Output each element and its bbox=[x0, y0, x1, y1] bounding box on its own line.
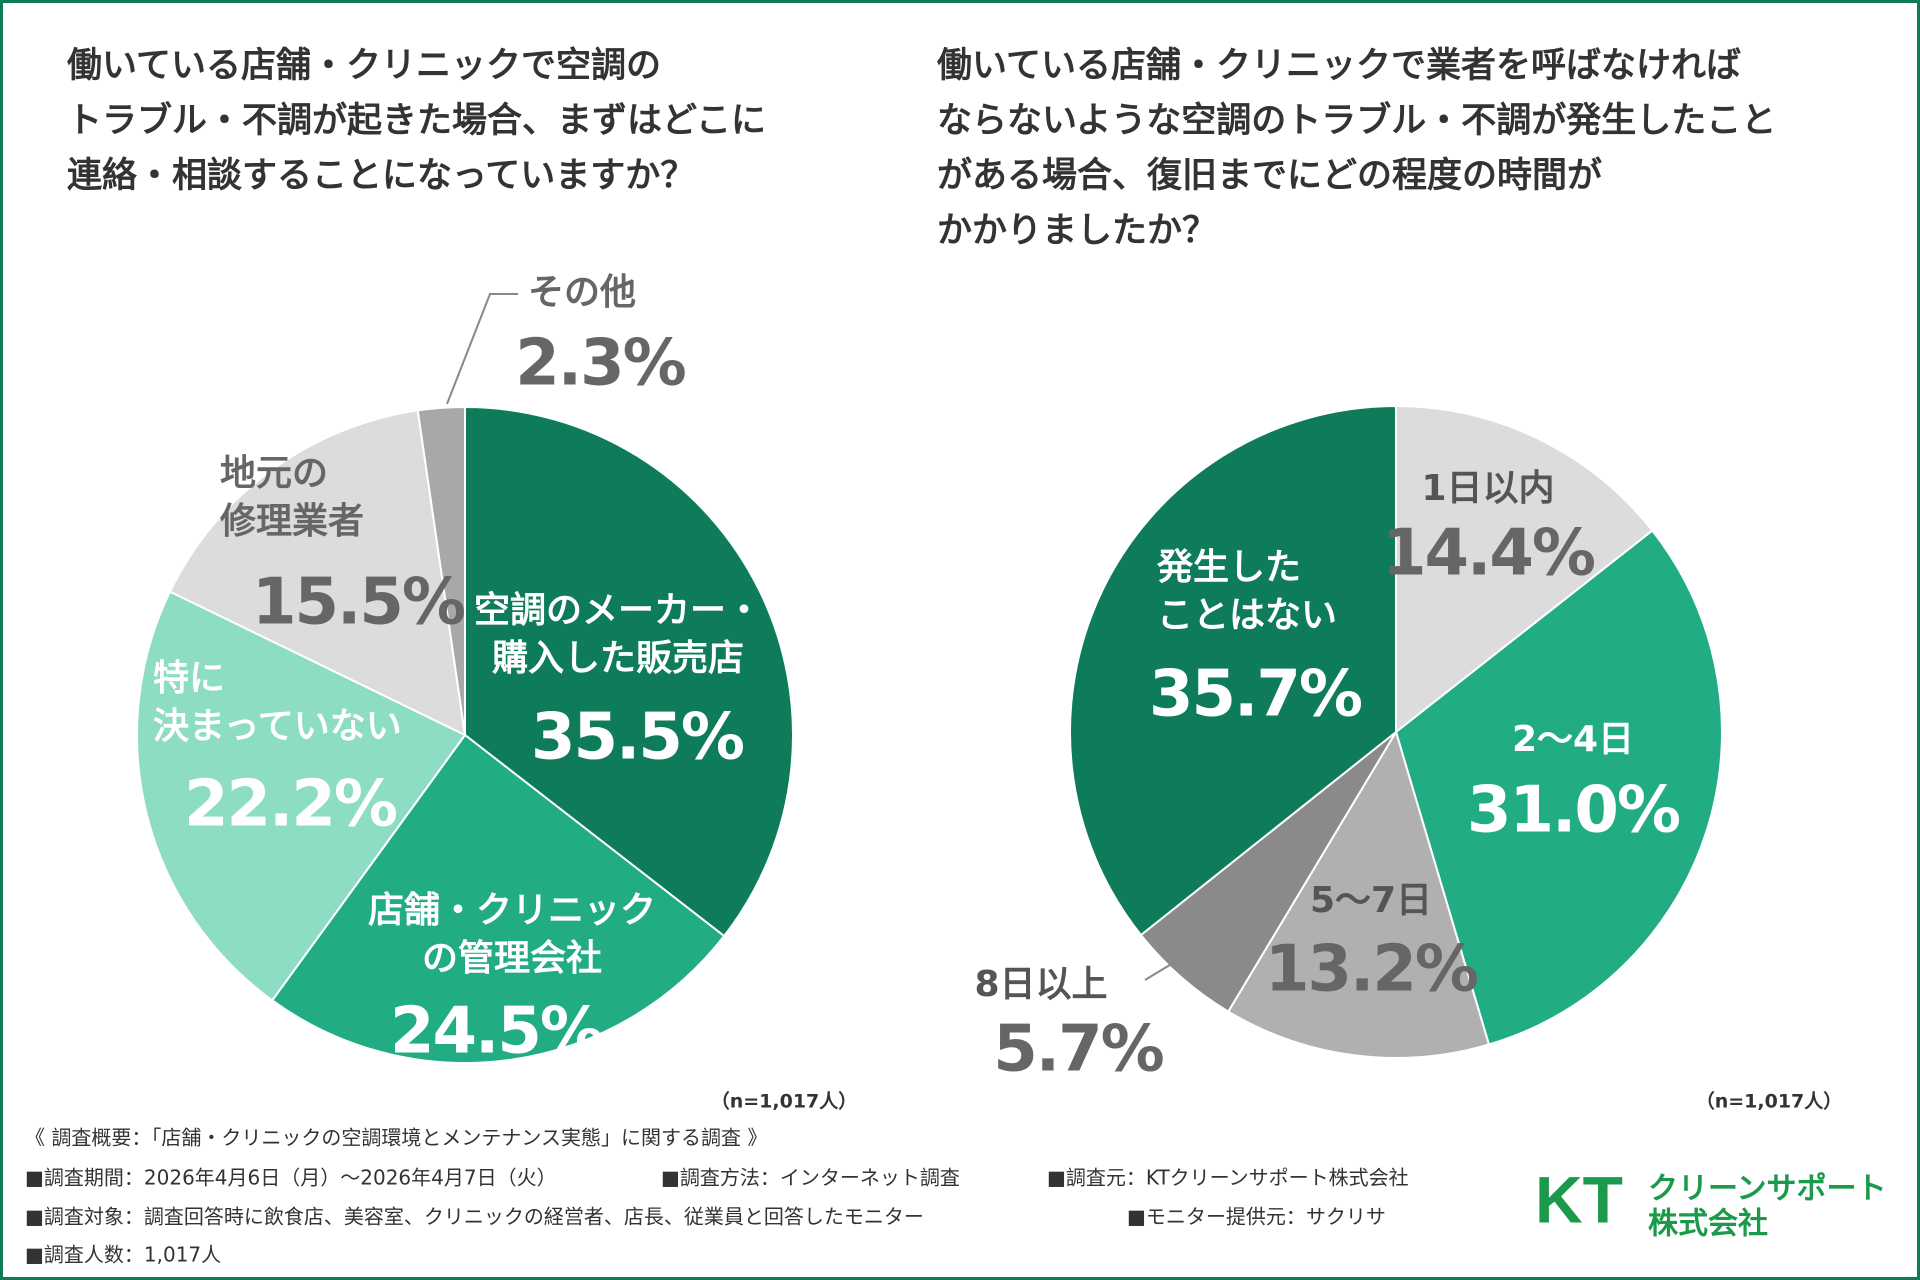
value-label: 2.3% bbox=[515, 327, 685, 401]
pie-slice bbox=[464, 405, 794, 938]
pie-slice bbox=[1395, 404, 1654, 735]
survey-item: ■調査方法：インターネット調査 bbox=[661, 1166, 960, 1190]
slice-label: 2〜4日 bbox=[1512, 719, 1634, 760]
logo-text: 株式会社 bbox=[1648, 1207, 1768, 1242]
slice-label: 発生したことはない bbox=[1157, 547, 1337, 636]
slice-label: 特に決まっていない bbox=[153, 658, 402, 747]
survey-heading: 《 調査概要：「店舗・クリニックの空調環境とメンテナンス実態」に関する調査 》 bbox=[25, 1126, 767, 1150]
survey-item: ■モニター提供元：サクリサ bbox=[1127, 1205, 1386, 1229]
value-label: 5.7% bbox=[993, 1013, 1163, 1087]
pie-slice bbox=[270, 733, 726, 1064]
slice-label: 5〜7日 bbox=[1310, 880, 1432, 921]
pie-slice bbox=[416, 405, 466, 736]
leader-line bbox=[1144, 942, 1207, 981]
chart-title: 働いている店舗・クリニックで空調のトラブル・不調が起きた場合、まずはどこに連絡・… bbox=[67, 46, 766, 196]
slice-label: 空調のメーカー・購入した販売店 bbox=[474, 590, 762, 679]
value-label: 31.0% bbox=[1467, 774, 1680, 848]
survey-item: ■調査期間：2026年4月6日（月）～2026年4月7日（火） bbox=[25, 1166, 557, 1190]
pie-slice bbox=[1394, 529, 1723, 1046]
survey-item: ■調査元：KTクリーンサポート株式会社 bbox=[1047, 1166, 1409, 1190]
logo-text: クリーンサポート bbox=[1648, 1172, 1887, 1207]
slice-label: 店舗・クリニックの管理会社 bbox=[368, 890, 656, 979]
sample-note: （n=1,017人） bbox=[711, 1090, 858, 1113]
value-label: 14.4% bbox=[1382, 517, 1595, 591]
pie-slice bbox=[136, 590, 467, 1002]
value-label: 15.5% bbox=[252, 566, 465, 640]
pie-slice bbox=[168, 409, 467, 737]
value-label: 35.7% bbox=[1149, 658, 1362, 732]
chart-title: 働いている店舗・クリニックで業者を呼ばなければならないような空調のトラブル・不調… bbox=[937, 46, 1776, 251]
sample-note: （n=1,017人） bbox=[1696, 1090, 1843, 1113]
survey-item: ■調査人数：1,017人 bbox=[25, 1243, 221, 1267]
slice-label: 1日以内 bbox=[1421, 468, 1554, 509]
value-label: 13.2% bbox=[1265, 933, 1478, 1007]
slice-label: その他 bbox=[528, 272, 636, 313]
leader-line bbox=[446, 293, 518, 405]
value-label: 35.5% bbox=[531, 701, 744, 775]
logo-mark: KT bbox=[1535, 1162, 1623, 1236]
pie-slice bbox=[1069, 404, 1397, 937]
survey-item: ■調査対象：調査回答時に飲食店、美容室、クリニックの経営者、店長、従業員と回答し… bbox=[25, 1205, 924, 1229]
pie-slice bbox=[1226, 729, 1491, 1059]
slice-label: 8日以上 bbox=[974, 964, 1107, 1005]
value-label: 22.2% bbox=[184, 768, 397, 842]
value-label: 24.5% bbox=[390, 995, 603, 1069]
slice-label: 地元の修理業者 bbox=[220, 453, 364, 542]
